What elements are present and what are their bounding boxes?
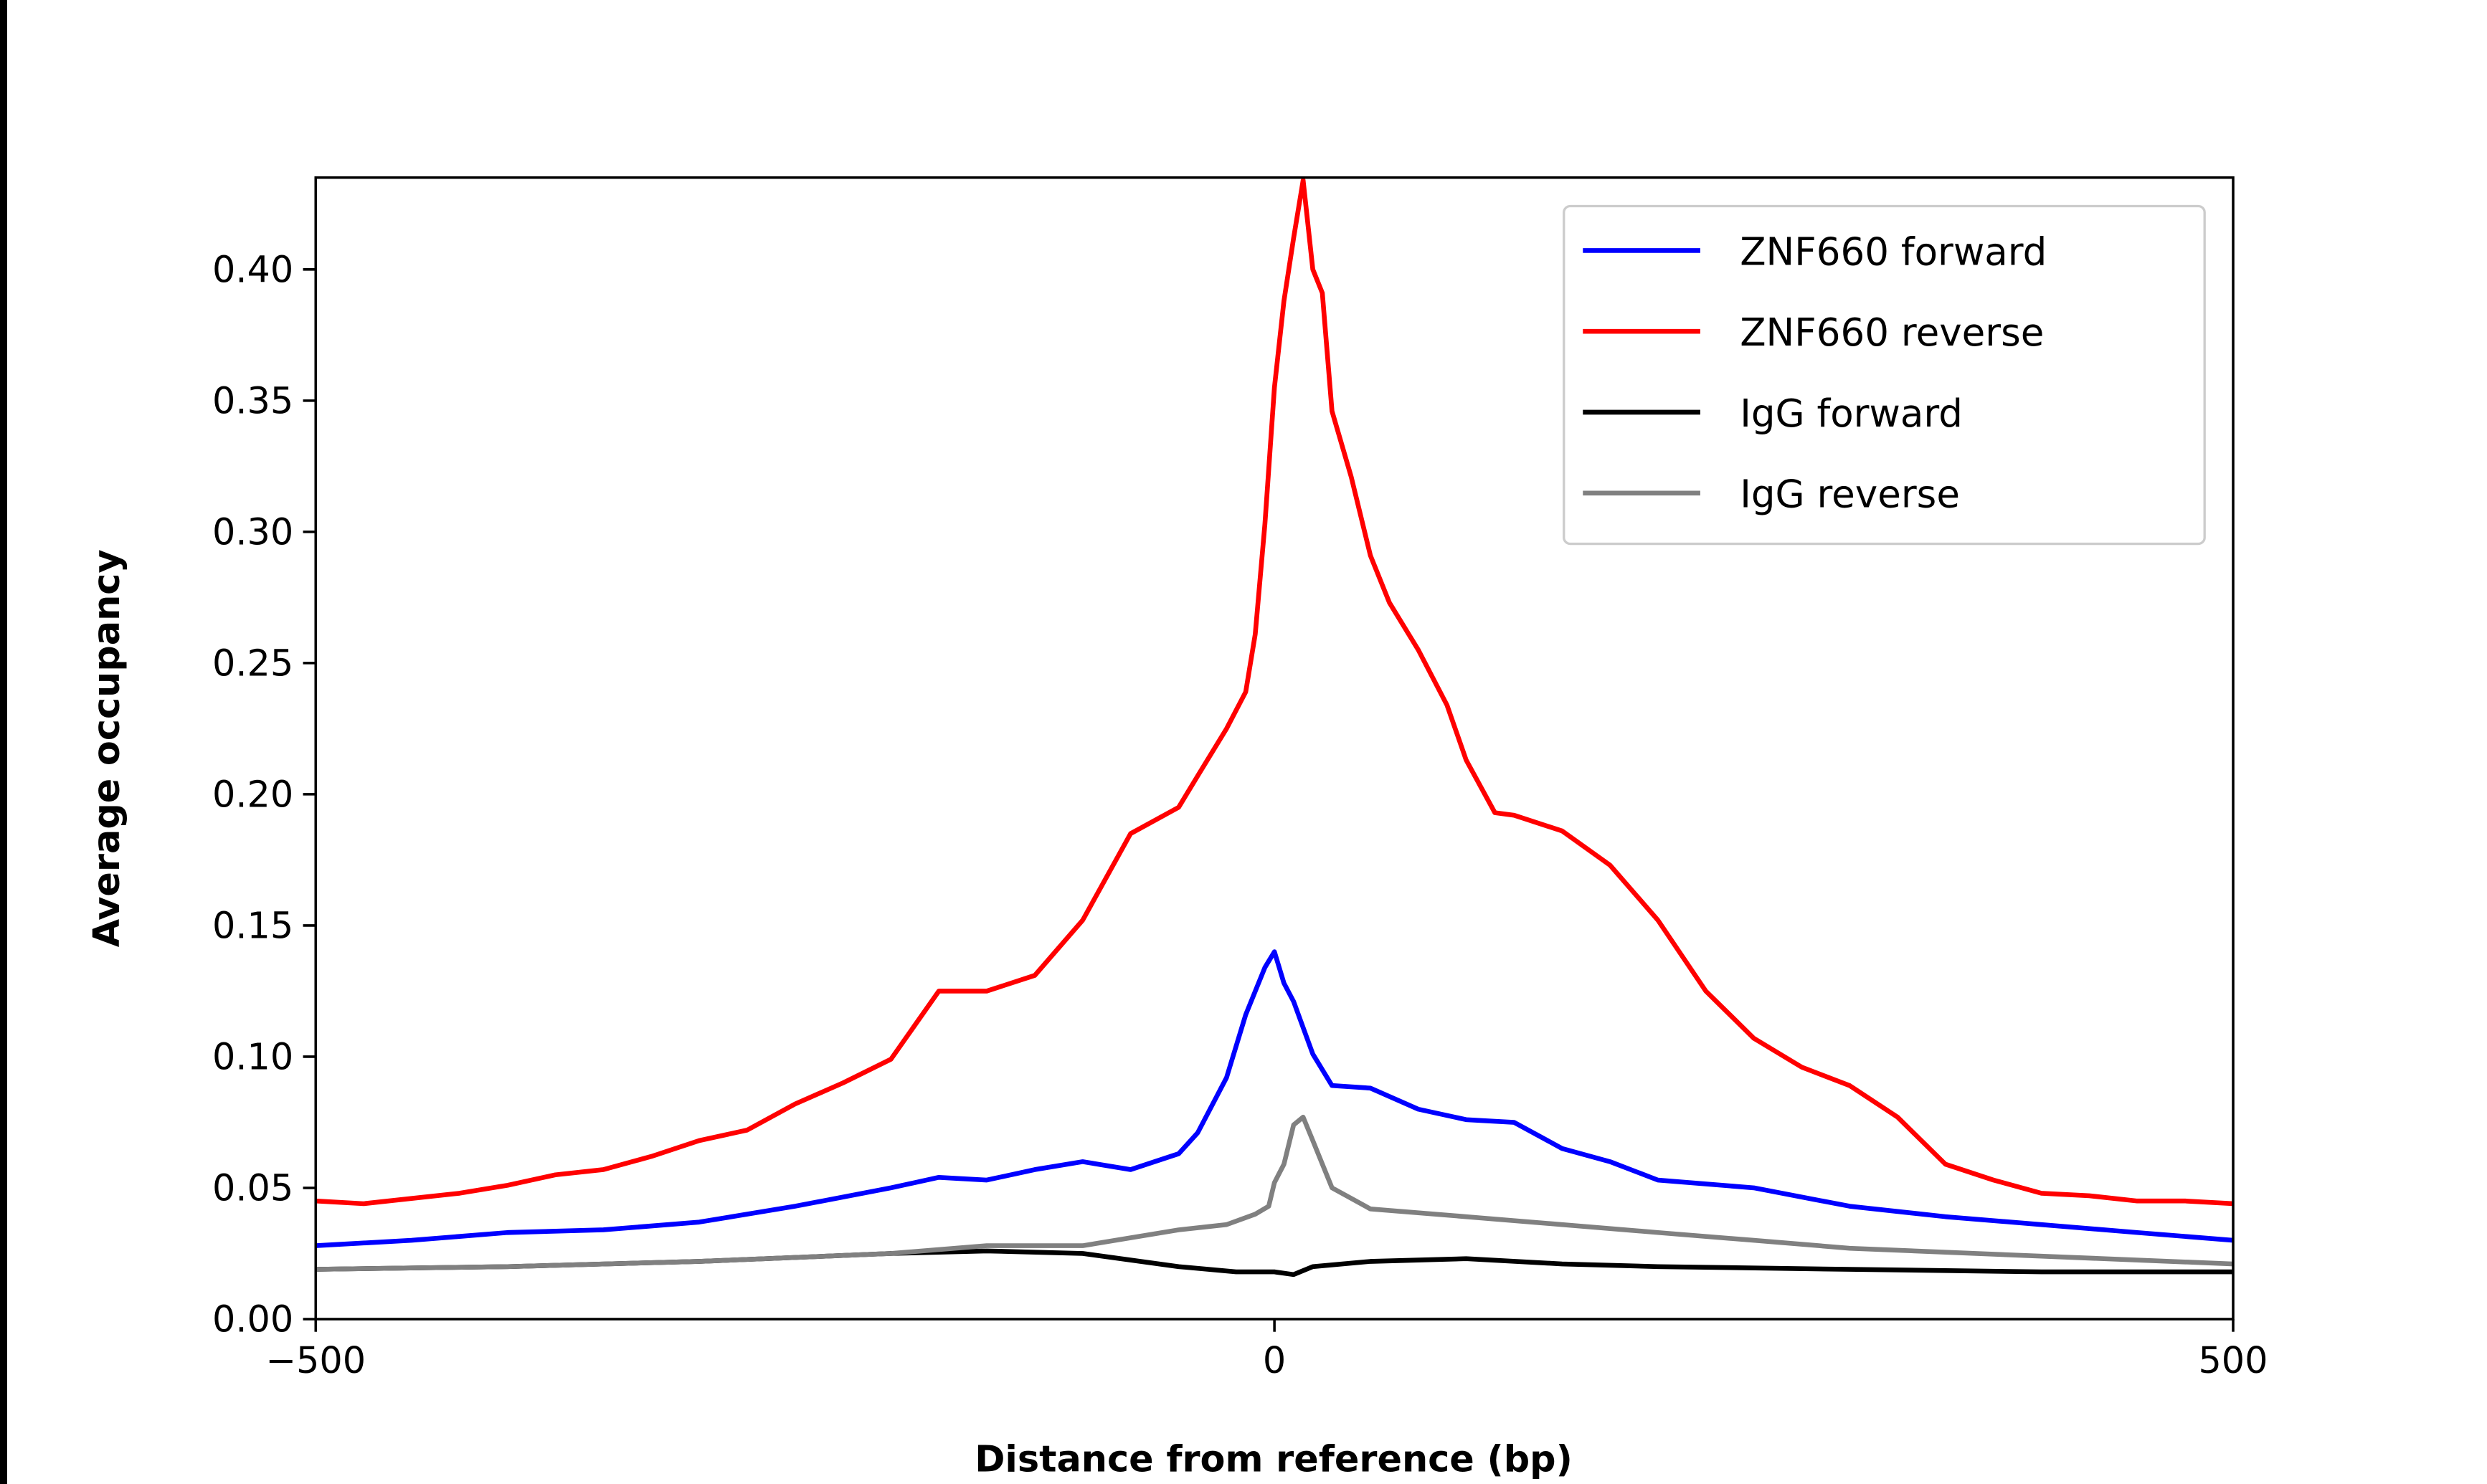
x-axis-label: Distance from reference (bp) [975, 1437, 1573, 1480]
legend-entry: IgG forward [1583, 391, 1963, 436]
series-line-znf660-reverse [316, 178, 2234, 1207]
y-tick-label: 0.15 [212, 905, 293, 947]
legend-entry: ZNF660 reverse [1583, 310, 2044, 355]
y-tick-label: 0.40 [212, 249, 293, 291]
legend-entry: IgG reverse [1583, 472, 1960, 517]
legend-label: IgG forward [1740, 391, 1963, 436]
legend-entry: ZNF660 forward [1583, 229, 2047, 274]
legend-label: ZNF660 reverse [1740, 310, 2044, 355]
legend-label: IgG reverse [1740, 472, 1960, 517]
x-tick-label: 0 [1263, 1339, 1286, 1381]
left-border [0, 0, 7, 1484]
y-tick-label: 0.05 [212, 1167, 293, 1209]
x-tick-label: 500 [2198, 1339, 2268, 1381]
y-tick-label: 0.30 [212, 511, 293, 553]
legend-label: ZNF660 forward [1740, 229, 2047, 274]
y-tick-label: 0.00 [212, 1298, 293, 1341]
y-tick-label: 0.10 [212, 1036, 293, 1078]
y-axis-label: Average occupancy [85, 549, 128, 947]
y-tick-label: 0.20 [212, 774, 293, 816]
series-line-znf660-forward [316, 949, 2234, 1248]
legend: ZNF660 forward ZNF660 reverse IgG forward I… [1563, 204, 2206, 546]
y-tick-label: 0.35 [212, 380, 293, 422]
y-tick-label: 0.25 [212, 642, 293, 685]
series-line-igg-reverse [316, 1114, 2234, 1272]
x-tick-label: −500 [265, 1339, 366, 1381]
legend-box [1563, 204, 2206, 546]
